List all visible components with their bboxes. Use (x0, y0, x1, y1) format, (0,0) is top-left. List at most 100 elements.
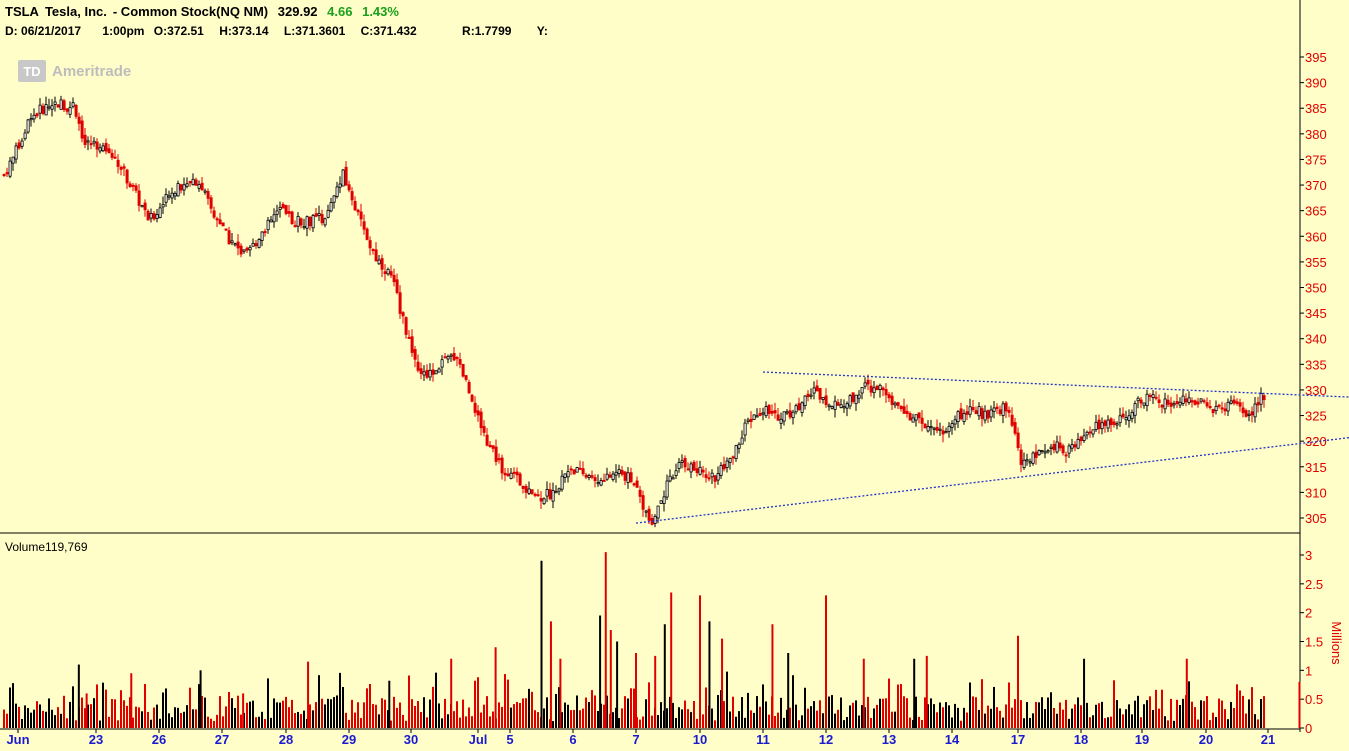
candle-body (770, 410, 774, 414)
candle-body (758, 412, 762, 416)
candle-body (497, 458, 501, 461)
candle-body (1034, 451, 1038, 458)
low-label: L: (283, 24, 296, 38)
candle-body (854, 394, 858, 405)
candle-body (782, 411, 786, 422)
candle-body (5, 172, 9, 175)
candle-body (767, 404, 771, 414)
candle-body (1181, 395, 1185, 404)
candle-body (935, 426, 939, 431)
trendline-lower (635, 437, 1349, 524)
candle-body (332, 195, 336, 203)
candle-body (1160, 404, 1164, 408)
volume-tick-label: 1 (1305, 663, 1312, 678)
candle-body (944, 431, 948, 434)
candle-body (410, 336, 414, 353)
candle-body (1133, 403, 1137, 416)
candle-body (908, 413, 912, 421)
candle-body (98, 147, 102, 152)
price-change-pct: 1.43% (362, 4, 399, 19)
candle-body (860, 387, 864, 394)
candle-body (20, 140, 24, 147)
r-value: 1.7799 (474, 24, 512, 38)
candle-body (1046, 450, 1050, 453)
candle-body (500, 457, 504, 474)
candle-body (893, 402, 897, 406)
low-value: 371.3601 (295, 24, 346, 38)
candle-body (653, 515, 657, 524)
candle-body (662, 496, 666, 504)
candle-body (518, 473, 522, 486)
volume-tick-label: 3 (1305, 548, 1312, 563)
candle-body (14, 145, 18, 160)
candle-body (1100, 422, 1104, 430)
candle-body (368, 240, 372, 249)
candle-body (566, 471, 570, 478)
candle-body (257, 239, 261, 248)
candle-body (995, 406, 999, 410)
price-tick-label: 330 (1305, 383, 1327, 398)
candle-body (1151, 394, 1155, 398)
candle-body (116, 159, 120, 167)
candle-body (749, 418, 753, 422)
candle-body (140, 205, 144, 208)
candle-body (752, 414, 756, 420)
date-label: D: (5, 24, 18, 38)
candle-body (938, 428, 942, 431)
candle-body (173, 192, 177, 197)
candle-body (797, 403, 801, 411)
candle-body (950, 423, 954, 428)
candle-body (707, 477, 711, 480)
high-value: 373.14 (231, 24, 269, 38)
candle-body (239, 245, 243, 255)
candle-body (815, 385, 819, 392)
candle-body (146, 210, 150, 221)
candle-body (1037, 450, 1041, 456)
candle-body (575, 467, 579, 473)
candle-body (884, 389, 888, 396)
candle-body (1022, 459, 1026, 468)
candle-body (785, 411, 789, 414)
candle-body (377, 259, 381, 265)
candle-body (665, 480, 669, 498)
candle-body (449, 354, 453, 357)
candle-body (38, 104, 42, 114)
date-tick-label: 11 (756, 732, 770, 747)
candle-body (41, 105, 45, 114)
candle-body (842, 406, 846, 409)
candle-body (989, 409, 993, 418)
candle-body (272, 214, 276, 223)
candle-body (1247, 413, 1251, 416)
candle-body (887, 394, 891, 399)
candle-body (467, 381, 471, 394)
candle-body (680, 460, 684, 463)
candle-body (1121, 413, 1125, 418)
candle-body (182, 184, 186, 191)
candle-body (125, 169, 129, 184)
candle-body (875, 385, 879, 391)
candle-body (95, 141, 99, 150)
candle-body (1169, 402, 1173, 407)
candle-body (878, 384, 882, 390)
candle-body (728, 458, 732, 463)
date-tick-label: 13 (882, 732, 896, 747)
candle-body (764, 406, 768, 417)
candle-body (1124, 417, 1128, 421)
candle-body (521, 485, 525, 489)
candle-body (254, 243, 258, 247)
candle-body (731, 456, 735, 459)
candle-body (491, 445, 495, 449)
candle-body (971, 407, 975, 410)
candle-body (698, 466, 702, 475)
candle-body (929, 426, 933, 429)
candle-body (1088, 431, 1092, 434)
date-tick-label: 6 (569, 732, 576, 747)
candle-body (542, 498, 546, 505)
candle-body (743, 422, 747, 436)
candle-body (452, 352, 456, 361)
candle-body (1028, 461, 1032, 464)
candle-body (968, 406, 972, 415)
candle-body (1109, 418, 1113, 426)
candle-body (170, 192, 174, 199)
candle-body (323, 218, 327, 226)
